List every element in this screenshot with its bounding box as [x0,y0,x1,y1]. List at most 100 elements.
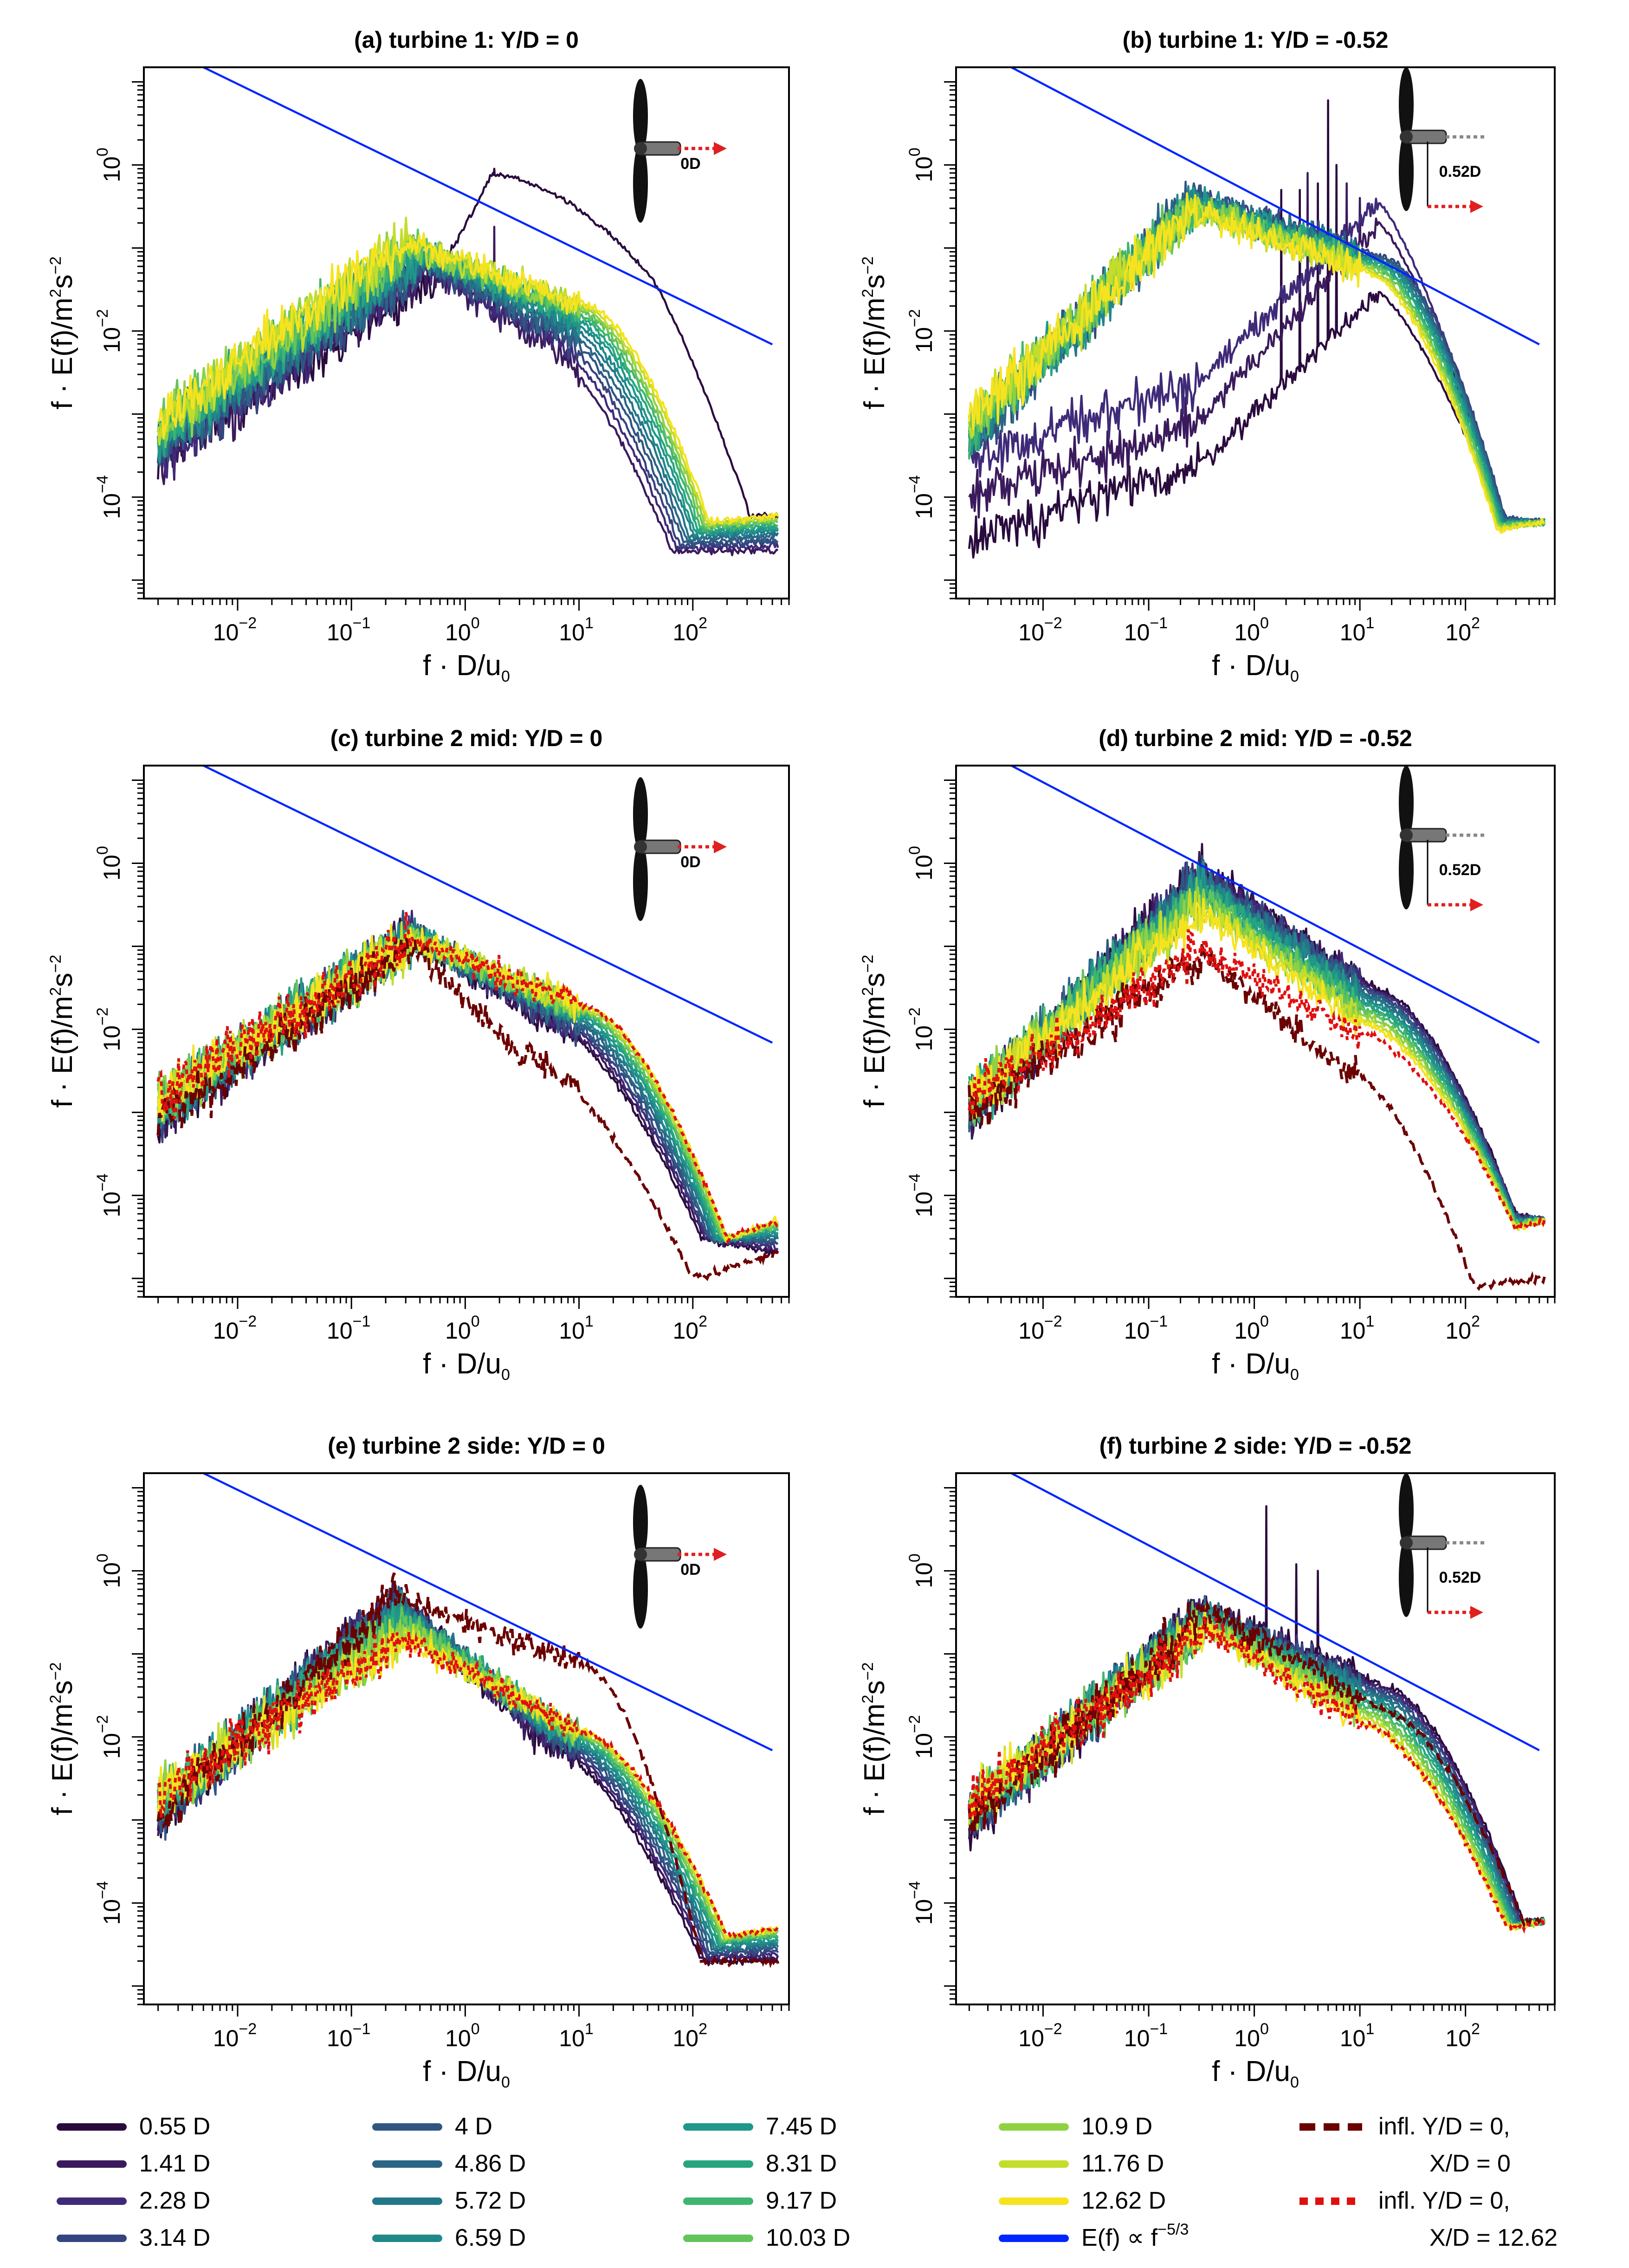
y-axis-label-exp2: −2 [859,1662,877,1681]
y-tick-base: 10 [911,1733,937,1759]
x-tick-base: 10 [1234,619,1260,645]
y-tick-label: 10−4 [94,1881,125,1925]
arrow-head-icon [1470,898,1483,911]
x-tick-base: 10 [445,1318,471,1344]
x-axis-label-sub: 0 [1290,2074,1299,2091]
legend-label: 0.55 D [139,2113,210,2140]
legend-label: 4.86 D [455,2150,526,2177]
x-tick-exp: 1 [585,614,594,632]
icon-label: 0D [680,1561,700,1579]
x-tick-base: 10 [1124,619,1150,645]
icon-label: 0D [680,853,700,871]
y-tick-exp: 0 [906,1553,924,1562]
y-axis-label-exp1: 2 [47,1695,65,1703]
y-axis-label-main: f · E(f)/m [46,996,78,1108]
x-axis-label-sub: 0 [501,2074,510,2091]
series-line-13 [157,216,779,527]
hub-icon [634,142,647,155]
legend-label: 12.62 D [1081,2187,1166,2214]
x-tick-base: 10 [1445,619,1471,645]
y-tick-base: 10 [99,493,125,519]
axes-frame [955,765,1556,1298]
y-tick-label: 10−4 [906,1881,937,1925]
legend-label: 7.45 D [766,2113,837,2140]
y-tick-exp: −4 [94,1173,111,1192]
x-tick-label: 100 [1234,614,1269,645]
x-tick-exp: 2 [698,2020,707,2038]
x-tick-label: 101 [1340,1313,1375,1344]
y-tick-base: 10 [99,1025,125,1051]
legend-label-main: E(f) ∝ f [1081,2224,1158,2251]
panel-title: (f) turbine 2 side: Y/D = -0.52 [1099,1433,1412,1459]
arrow-head-icon [1470,1606,1483,1619]
y-tick-exp: −2 [94,1715,111,1733]
series-line-14 [157,232,779,525]
x-tick-exp: 2 [698,1313,707,1330]
turbine-icon: 0.52D [1399,766,1485,911]
y-tick-base: 10 [99,1733,125,1759]
y-axis-label-mid: s [46,973,78,987]
legend: 0.55 D 1.41 D 2.28 D 3.14 D 4 D 4.86 D 5.72 D 6… [57,2113,1558,2251]
x-axis-label-main: f · D/u [423,650,501,682]
x-tick-base: 10 [1340,619,1366,645]
x-tick-exp: 0 [471,1313,480,1330]
y-axis-label: f · E(f)/m2s−2 [46,955,78,1108]
x-tick-base: 10 [445,2025,471,2051]
plot-area [156,1473,780,1968]
x-tick-base: 10 [1340,1318,1366,1344]
x-axis-label: f · D/u0 [1212,650,1299,685]
x-tick-base: 10 [559,619,585,645]
icon-label: 0.52D [1439,163,1481,180]
y-tick-exp: 0 [906,846,924,855]
plot-area [157,67,779,556]
arrow-head-icon [714,1548,727,1561]
y-axis-label-mid: s [859,973,891,987]
x-tick-label: 100 [445,614,480,645]
x-axis-label-main: f · D/u [423,1348,501,1380]
x-tick-label: 102 [673,614,708,645]
panel-title: (a) turbine 1: Y/D = 0 [354,27,579,53]
axes-frame [143,765,790,1298]
series-line-14 [968,192,1545,534]
y-axis-label: f · E(f)/m2s−2 [46,1662,78,1816]
x-tick-label: 10−2 [213,2020,257,2051]
legend-label: 4 D [455,2113,492,2140]
x-tick-base: 10 [673,1318,699,1344]
y-tick-exp: −4 [906,1881,924,1899]
y-tick-base: 10 [911,1562,937,1588]
y-tick-base: 10 [99,855,125,881]
y-tick-exp: −2 [906,1007,924,1025]
axes-frame [955,1472,1556,2005]
plot-area [968,67,1546,559]
x-tick-label: 10−2 [1018,1313,1062,1344]
x-tick-exp: 1 [585,1313,594,1330]
y-tick-label: 10−2 [906,1007,937,1051]
x-tick-base: 10 [445,619,471,645]
y-tick-exp: −2 [906,309,924,327]
blade-icon [633,1485,648,1559]
x-tick-exp: 2 [1471,614,1480,632]
y-tick-base: 10 [911,855,937,881]
y-tick-label: 100 [906,148,937,182]
x-tick-base: 10 [1234,1318,1260,1344]
y-axis-label-main: f · E(f)/m [46,297,78,409]
plot-area [968,1473,1546,1935]
x-tick-exp: 2 [1471,1313,1480,1330]
inflow-line-0 [968,1599,1545,1929]
x-tick-base: 10 [1018,619,1044,645]
x-tick-exp: 0 [471,614,480,632]
x-tick-label: 10−1 [1124,1313,1168,1344]
x-tick-base: 10 [1018,1318,1044,1344]
legend-label: infl. Y/D = 0, [1378,2113,1510,2140]
reference-line [203,1473,773,1752]
x-tick-base: 10 [673,619,699,645]
x-tick-label: 10−2 [1018,614,1062,645]
x-tick-exp: −2 [239,1313,257,1330]
x-tick-exp: 2 [1471,2020,1480,2038]
x-tick-base: 10 [213,1318,239,1344]
series-line-14 [968,897,1545,1231]
panel-title: (b) turbine 1: Y/D = -0.52 [1123,27,1389,53]
x-tick-label: 100 [1234,2020,1269,2051]
y-axis-label-mid: s [46,1680,78,1695]
